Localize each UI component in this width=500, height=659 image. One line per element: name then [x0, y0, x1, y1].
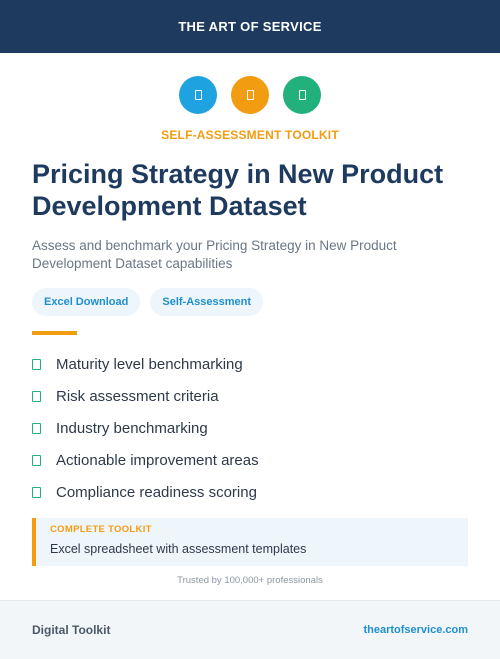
page-title: Pricing Strategy in New Product Developm…	[32, 159, 444, 221]
feature-item: Actionable improvement areas	[32, 444, 259, 476]
feature-label: Actionable improvement areas	[56, 451, 259, 469]
icon-row	[0, 76, 500, 114]
eyebrow-label: SELF-ASSESSMENT TOOLKIT	[161, 128, 339, 142]
feature-label: Industry benchmarking	[56, 419, 208, 437]
check-icon	[32, 390, 41, 402]
toolkit-callout: COMPLETE TOOLKIT Excel spreadsheet with …	[32, 518, 468, 566]
check-icon	[32, 358, 41, 370]
header-bar: THE ART OF SERVICE	[0, 0, 500, 53]
accent-divider	[32, 331, 77, 335]
footer-link[interactable]: theartofservice.com	[363, 624, 468, 636]
feature-item: Maturity level benchmarking	[32, 348, 259, 380]
check-icon	[32, 486, 41, 498]
document-icon	[283, 76, 321, 114]
feature-item: Risk assessment criteria	[32, 380, 259, 412]
callout-text: Excel spreadsheet with assessment templa…	[50, 542, 307, 556]
feature-item: Industry benchmarking	[32, 412, 259, 444]
page-subtitle: Assess and benchmark your Pricing Strate…	[32, 238, 397, 271]
feature-list: Maturity level benchmarking Risk assessm…	[32, 348, 259, 508]
feature-item: Compliance readiness scoring	[32, 476, 259, 508]
check-icon	[32, 422, 41, 434]
footer-label: Digital Toolkit	[32, 623, 111, 637]
trust-note: Trusted by 100,000+ professionals	[177, 575, 323, 586]
feature-label: Risk assessment criteria	[56, 387, 219, 405]
document-icon	[231, 76, 269, 114]
feature-label: Compliance readiness scoring	[56, 483, 257, 501]
feature-label: Maturity level benchmarking	[56, 355, 243, 373]
check-icon	[32, 454, 41, 466]
brand-name: THE ART OF SERVICE	[178, 19, 322, 34]
footer-bar: Digital Toolkit theartofservice.com	[0, 600, 500, 659]
tag-self-assessment: Self-Assessment	[150, 288, 264, 316]
callout-label: COMPLETE TOOLKIT	[50, 524, 152, 535]
tag-excel-download: Excel Download	[32, 288, 141, 316]
tag-list: Excel Download Self-Assessment	[32, 288, 264, 316]
document-icon	[179, 76, 217, 114]
